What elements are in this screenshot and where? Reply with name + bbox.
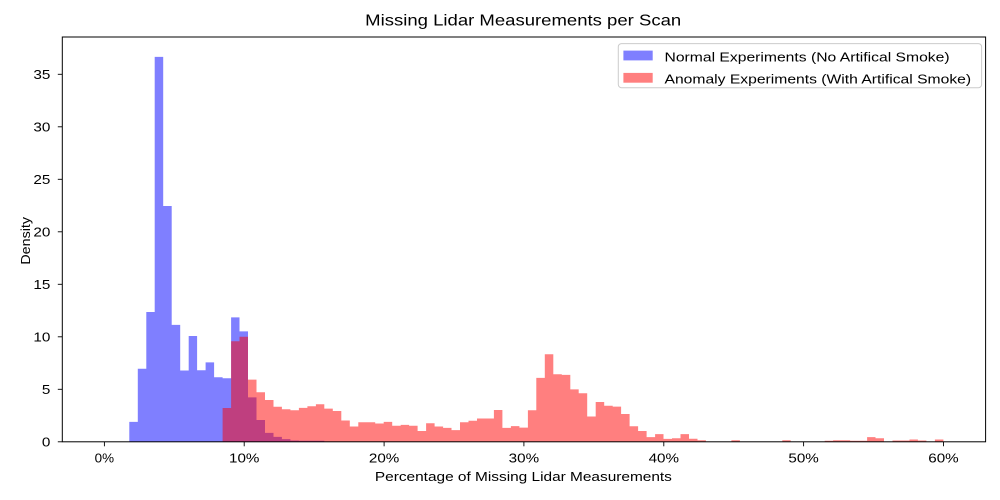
svg-text:Percentage of Missing Lidar Me: Percentage of Missing Lidar Measurements (375, 469, 672, 484)
svg-text:20%: 20% (369, 451, 400, 466)
svg-text:Missing Lidar Measurements per: Missing Lidar Measurements per Scan (365, 13, 681, 30)
svg-text:Anomaly Experiments (With Arti: Anomaly Experiments (With Artifical Smok… (665, 72, 972, 87)
svg-text:50%: 50% (788, 451, 819, 466)
svg-text:0%: 0% (95, 451, 115, 466)
svg-text:25: 25 (33, 172, 50, 187)
svg-text:15: 15 (33, 277, 50, 292)
svg-text:40%: 40% (649, 451, 680, 466)
svg-text:5: 5 (42, 382, 51, 397)
svg-text:10%: 10% (229, 451, 260, 466)
svg-text:0: 0 (42, 435, 51, 450)
svg-text:35: 35 (33, 67, 50, 82)
svg-text:Normal Experiments (No Artific: Normal Experiments (No Artifical Smoke) (665, 49, 950, 64)
svg-text:10: 10 (33, 330, 50, 345)
svg-text:Density: Density (18, 217, 33, 265)
svg-text:20: 20 (33, 225, 50, 240)
svg-text:60%: 60% (928, 451, 959, 466)
svg-text:30%: 30% (509, 451, 540, 466)
svg-text:30: 30 (33, 120, 50, 135)
